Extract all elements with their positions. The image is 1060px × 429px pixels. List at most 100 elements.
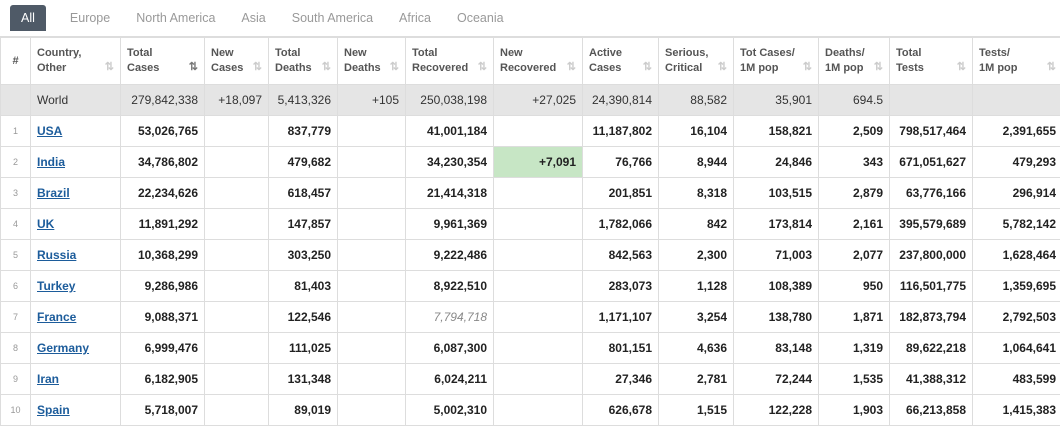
header-label: Total Cases bbox=[127, 46, 198, 76]
header-label-line1: Total bbox=[896, 47, 922, 59]
cell-active-cases: 283,073 bbox=[582, 270, 659, 302]
cell-deaths-per-1m: 1,319 bbox=[818, 332, 890, 364]
header-label-line1: Country, bbox=[37, 47, 82, 59]
header-cases-per-1m[interactable]: Tot Cases/1M pop ⇅ bbox=[733, 37, 819, 85]
header-label-line1: Tot Cases/ bbox=[740, 47, 795, 59]
cell-cases-per-1m: 35,901 bbox=[733, 84, 819, 116]
cell-cases-per-1m: 72,244 bbox=[733, 363, 819, 395]
cell-deaths-per-1m: 2,161 bbox=[818, 208, 890, 240]
cell-new-deaths: +105 bbox=[337, 84, 406, 116]
sort-icon[interactable]: ⇅ bbox=[104, 61, 114, 73]
country-link[interactable]: Germany bbox=[37, 341, 90, 355]
cell-total-deaths: 303,250 bbox=[268, 239, 338, 271]
cell-serious-critical: 1,128 bbox=[658, 270, 734, 302]
header-label-line2: Deaths bbox=[344, 62, 381, 74]
table-row: 3 Brazil 22,234,626 618,457 21,414,318 201,85… bbox=[0, 177, 1060, 209]
header-total-deaths[interactable]: Total Deaths ⇅ bbox=[268, 37, 338, 85]
header-new-deaths[interactable]: New Deaths ⇅ bbox=[337, 37, 406, 85]
sort-icon[interactable]: ⇅ bbox=[642, 61, 652, 73]
tab-asia[interactable]: Asia bbox=[241, 11, 266, 25]
country-link[interactable]: Iran bbox=[37, 372, 60, 386]
country-link[interactable]: Russia bbox=[37, 248, 77, 262]
header-label-line2: 1M pop bbox=[825, 62, 864, 74]
tab-africa[interactable]: Africa bbox=[399, 11, 431, 25]
cell-new-deaths bbox=[337, 270, 406, 302]
cell-new-cases bbox=[204, 394, 269, 426]
cell-total-recovered: 8,922,510 bbox=[405, 270, 494, 302]
cell-total-cases: 9,286,986 bbox=[120, 270, 205, 302]
cell-total-recovered: 34,230,354 bbox=[405, 146, 494, 178]
header-active-cases[interactable]: Active Cases ⇅ bbox=[582, 37, 659, 85]
tab-north-america[interactable]: North America bbox=[136, 11, 216, 25]
sort-icon[interactable]: ⇅ bbox=[477, 61, 487, 73]
header-total-tests[interactable]: Total Tests ⇅ bbox=[889, 37, 973, 85]
sort-icon[interactable]: ⇅ bbox=[321, 61, 331, 73]
sort-icon[interactable]: ⇅ bbox=[956, 61, 966, 73]
header-label-line1: Total bbox=[275, 47, 301, 59]
country-link[interactable]: Turkey bbox=[37, 279, 76, 293]
sort-icon[interactable]: ⇅ bbox=[566, 61, 576, 73]
cell-tests-per-1m: 2,792,503 bbox=[972, 301, 1060, 333]
table-row: 7 France 9,088,371 122,546 7,794,718 1,171,10… bbox=[0, 301, 1060, 333]
header-tests-per-1m[interactable]: Tests/1M pop ⇅ bbox=[972, 37, 1060, 85]
cell-active-cases: 626,678 bbox=[582, 394, 659, 426]
header-label: Tot Cases/1M pop bbox=[740, 46, 812, 76]
country-link[interactable]: UK bbox=[37, 217, 55, 231]
tab-all[interactable]: All bbox=[10, 5, 46, 31]
cell-country: UK bbox=[30, 208, 121, 240]
sort-icon[interactable]: ⇅ bbox=[1046, 61, 1056, 73]
country-link[interactable]: Spain bbox=[37, 403, 70, 417]
cell-country: Russia bbox=[30, 239, 121, 271]
table-row: 8 Germany 6,999,476 111,025 6,087,300 801,151… bbox=[0, 332, 1060, 364]
cell-active-cases: 1,782,066 bbox=[582, 208, 659, 240]
cell-tests-per-1m: 2,391,655 bbox=[972, 115, 1060, 147]
sort-icon[interactable]: ⇅ bbox=[188, 61, 198, 73]
tab-oceania[interactable]: Oceania bbox=[457, 11, 504, 25]
header-total-cases[interactable]: Total Cases ⇅ bbox=[120, 37, 205, 85]
cell-cases-per-1m: 122,228 bbox=[733, 394, 819, 426]
header-label: # bbox=[12, 54, 19, 67]
cell-total-cases: 279,842,338 bbox=[120, 84, 205, 116]
sort-icon[interactable]: ⇅ bbox=[873, 61, 883, 73]
header-new-recovered[interactable]: New Recovered ⇅ bbox=[493, 37, 583, 85]
cell-country: Turkey bbox=[30, 270, 121, 302]
cell-total-cases: 5,718,007 bbox=[120, 394, 205, 426]
country-link[interactable]: USA bbox=[37, 124, 63, 138]
tab-south-america[interactable]: South America bbox=[291, 11, 374, 25]
cell-deaths-per-1m: 950 bbox=[818, 270, 890, 302]
cell-country: USA bbox=[30, 115, 121, 147]
header-country[interactable]: Country, Other ⇅ bbox=[30, 37, 121, 85]
country-link[interactable]: Brazil bbox=[37, 186, 70, 200]
cell-total-deaths: 479,682 bbox=[268, 146, 338, 178]
cell-rank: 2 bbox=[0, 146, 31, 178]
header-total-recovered[interactable]: Total Recovered ⇅ bbox=[405, 37, 494, 85]
header-label-line2: Cases bbox=[127, 62, 160, 74]
cell-active-cases: 1,171,107 bbox=[582, 301, 659, 333]
header-label-line2: Deaths bbox=[275, 62, 312, 74]
cell-new-cases bbox=[204, 270, 269, 302]
sort-icon[interactable]: ⇅ bbox=[717, 61, 727, 73]
header-label: New Recovered bbox=[500, 46, 576, 76]
cell-serious-critical: 8,944 bbox=[658, 146, 734, 178]
cell-new-cases bbox=[204, 301, 269, 333]
cell-serious-critical: 3,254 bbox=[658, 301, 734, 333]
cell-new-deaths bbox=[337, 177, 406, 209]
cell-country: Brazil bbox=[30, 177, 121, 209]
sort-icon[interactable]: ⇅ bbox=[389, 61, 399, 73]
cell-new-deaths bbox=[337, 208, 406, 240]
cell-total-recovered: 41,001,184 bbox=[405, 115, 494, 147]
tab-europe[interactable]: Europe bbox=[69, 11, 111, 25]
sort-icon[interactable]: ⇅ bbox=[252, 61, 262, 73]
cell-total-deaths: 837,779 bbox=[268, 115, 338, 147]
country-link[interactable]: France bbox=[37, 310, 77, 324]
cell-total-cases: 6,999,476 bbox=[120, 332, 205, 364]
header-new-cases[interactable]: New Cases ⇅ bbox=[204, 37, 269, 85]
header-serious-critical[interactable]: Serious, Critical ⇅ bbox=[658, 37, 734, 85]
header-deaths-per-1m[interactable]: Deaths/1M pop ⇅ bbox=[818, 37, 890, 85]
cell-rank: 3 bbox=[0, 177, 31, 209]
cell-total-deaths: 89,019 bbox=[268, 394, 338, 426]
sort-icon[interactable]: ⇅ bbox=[802, 61, 812, 73]
cell-tests-per-1m: 479,293 bbox=[972, 146, 1060, 178]
country-link[interactable]: India bbox=[37, 155, 66, 169]
cell-total-tests: 237,800,000 bbox=[889, 239, 973, 271]
